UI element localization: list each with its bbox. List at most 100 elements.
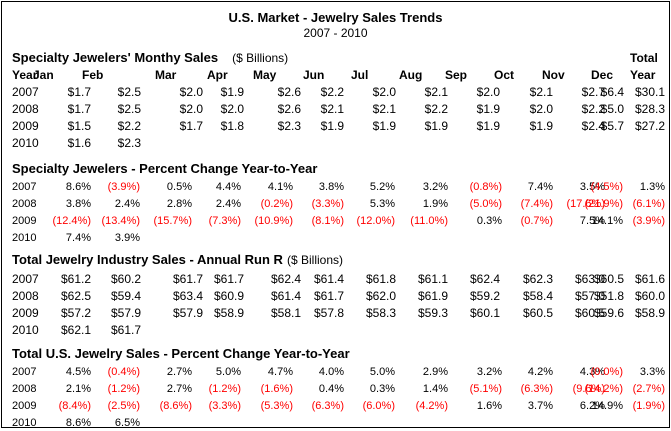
- value-cell: $2.2: [320, 85, 344, 99]
- value-cell: 4.5%: [65, 366, 91, 378]
- value-cell: (10.9%): [254, 215, 293, 227]
- column-header: Year: [630, 68, 656, 82]
- value-cell: (0.7%): [520, 215, 553, 227]
- table-row: 2008 3.8% 2.4% 2.8% 2.4% (0.2%) (3.3%) 5.3% 1.9%…: [2, 196, 669, 212]
- value-cell: $57.8: [313, 306, 344, 320]
- table-row: 2007 8.6% (3.9%) 0.5% 4.4% 4.1% 3.8% 5.2% 3.2% (0…: [2, 179, 669, 195]
- value-cell: $1.9: [424, 119, 448, 133]
- table-row: 2008 $62.5 $59.4 $63.4 $60.9 $61.4 $61.7 $62.0 $…: [2, 288, 669, 304]
- value-cell: $58.4: [522, 289, 553, 303]
- value-cell: (17.6%): [566, 198, 605, 210]
- year-cell: 2008: [12, 198, 37, 210]
- section-unit: ($ Billions): [232, 51, 289, 65]
- value-cell: (1.2%): [107, 383, 140, 395]
- value-cell: (5.3%): [260, 400, 293, 412]
- column-header: Year: [12, 68, 38, 82]
- value-cell: $2.1: [372, 102, 396, 116]
- value-cell: 0.3%: [476, 215, 502, 227]
- value-cell: (0.8%): [469, 181, 502, 193]
- value-cell: (9.6%): [572, 383, 605, 395]
- table-row: 2010 7.4% 3.9%: [2, 230, 669, 246]
- value-cell: $62.4: [469, 272, 500, 286]
- value-cell: $62.3: [522, 272, 553, 286]
- value-cell: $2.0: [179, 85, 203, 99]
- section-heading-total-run-rate: Total Jewelry Industry Sales - Annual Ru…: [12, 252, 287, 267]
- value-cell: 6.2%: [579, 400, 605, 412]
- value-cell: $2.0: [220, 102, 244, 116]
- table-row: 2007 $1.7 $2.5 $2.0 $1.9 $2.6 $2.2 $2.0 $2.1 $2.0…: [2, 84, 669, 100]
- table-row: 2007 $61.2 $60.2 $61.7 $61.7 $62.4 $61.4 $61.8 $…: [2, 271, 669, 287]
- value-cell: 14.1%: [591, 215, 623, 227]
- year-cell: 2010: [12, 323, 39, 337]
- table-row: 2007 4.5% (0.4%) 2.7% 5.0% 4.7% 4.0% 5.0% 2.9% 3.…: [2, 364, 669, 380]
- value-cell: $60.5: [593, 272, 624, 286]
- table-row: 2009 (8.4%) (2.5%) (8.6%) (3.3%) (5.3%) (6.3%)…: [2, 398, 669, 414]
- year-cell: 2007: [12, 366, 37, 378]
- value-cell: 3.2%: [422, 181, 448, 193]
- total-cell: 1.3%: [639, 181, 665, 193]
- value-cell: 1.4%: [422, 383, 448, 395]
- total-cell: (6.1%): [632, 198, 665, 210]
- value-cell: (5.0%): [469, 198, 502, 210]
- value-cell: 8.6%: [65, 417, 91, 429]
- value-cell: 0.4%: [318, 383, 344, 395]
- value-cell: $1.8: [220, 119, 244, 133]
- value-cell: $61.7: [172, 272, 203, 286]
- value-cell: 7.5%: [579, 215, 605, 227]
- value-cell: $2.0: [372, 85, 396, 99]
- table-row: 2010 $62.1 $61.7: [2, 322, 669, 338]
- total-cell: (2.7%): [632, 383, 665, 395]
- value-cell: $61.7: [110, 323, 141, 337]
- value-cell: $57.9: [110, 306, 141, 320]
- value-cell: $60.5: [522, 306, 553, 320]
- value-cell: (12.0%): [356, 215, 395, 227]
- year-cell: 2007: [12, 181, 37, 193]
- value-cell: (14.2%): [584, 383, 623, 395]
- section-title: Specialty Jewelers' Monthy Sales: [12, 50, 219, 65]
- value-cell: $57.9: [172, 306, 203, 320]
- value-cell: $1.7: [67, 102, 91, 116]
- value-cell: 1.6%: [476, 400, 502, 412]
- value-cell: $61.9: [417, 289, 448, 303]
- value-cell: (13.4%): [101, 215, 140, 227]
- value-cell: $59.6: [593, 306, 624, 320]
- header-row: Year Jan Feb Mar Apr May Jun Jul Aug Sep Oct Nov Dec…: [2, 67, 669, 83]
- value-cell: 2.9%: [422, 366, 448, 378]
- value-cell: $6.4: [600, 85, 624, 99]
- value-cell: $2.3: [117, 136, 141, 150]
- report-title: U.S. Market - Jewelry Sales Trends: [228, 10, 443, 25]
- value-cell: 3.7%: [527, 400, 553, 412]
- value-cell: $57.0: [574, 289, 605, 303]
- section-heading-specialty-monthly-sales: Specialty Jewelers' Monthy Sales ($ Billi…: [12, 50, 288, 66]
- value-cell: $2.6: [277, 102, 301, 116]
- column-header: Mar: [155, 68, 177, 82]
- value-cell: 1.9%: [422, 198, 448, 210]
- report-subtitle: 2007 - 2010: [303, 26, 368, 40]
- value-cell: $1.9: [220, 85, 244, 99]
- value-cell: $2.7: [581, 85, 605, 99]
- value-cell: $63.0: [574, 272, 605, 286]
- value-cell: $61.4: [313, 272, 344, 286]
- table-row: 2010 8.6% 6.5%: [2, 415, 669, 431]
- value-cell: $60.1: [469, 306, 500, 320]
- total-cell: $58.9: [634, 306, 665, 320]
- value-cell: 2.4%: [215, 198, 241, 210]
- value-cell: 4.1%: [267, 181, 293, 193]
- column-header: Aug: [399, 68, 423, 82]
- value-cell: $59.3: [417, 306, 448, 320]
- value-cell: 2.1%: [65, 383, 91, 395]
- column-header: Nov: [542, 68, 565, 82]
- value-cell: $57.2: [60, 306, 91, 320]
- total-cell: 3.3%: [639, 366, 665, 378]
- value-cell: 4.0%: [318, 366, 344, 378]
- value-cell: (2.5%): [107, 400, 140, 412]
- value-cell: (12.4%): [52, 215, 91, 227]
- value-cell: $2.2: [117, 119, 141, 133]
- value-cell: 3.2%: [476, 366, 502, 378]
- value-cell: 3.5%: [579, 181, 605, 193]
- value-cell: (8.4%): [58, 400, 91, 412]
- value-cell: $2.0: [529, 102, 553, 116]
- value-cell: $1.9: [529, 119, 553, 133]
- value-cell: $2.5: [117, 85, 141, 99]
- section-heading-specialty-pct-change: Specialty Jewelers - Percent Change Year…: [12, 161, 318, 176]
